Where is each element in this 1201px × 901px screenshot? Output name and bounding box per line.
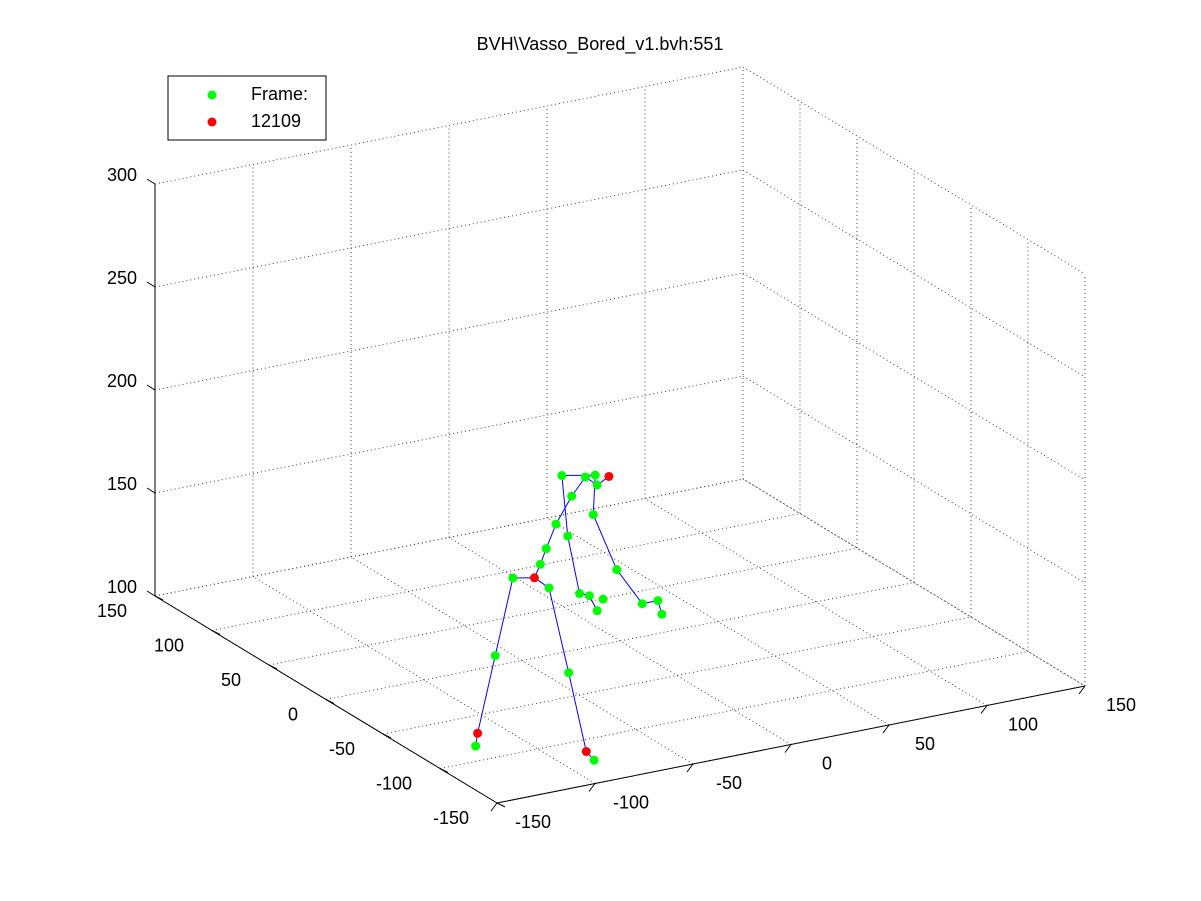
y-tick [382, 733, 392, 739]
chart-title: BVH\Vasso_Bored_v1.bvh:551 [477, 34, 724, 55]
x-tick [784, 744, 792, 753]
joint-marker [508, 573, 518, 583]
joint-marker [581, 747, 591, 757]
y-tick [439, 768, 449, 773]
y-tick-label: -150 [433, 808, 469, 828]
grid-line [439, 651, 1029, 769]
joint-marker [544, 583, 554, 593]
y-tick-label: 150 [97, 601, 127, 621]
x-tick-label: 0 [822, 753, 832, 773]
z-tick-label: 200 [107, 371, 137, 391]
joint-marker [637, 599, 647, 609]
joint-marker [592, 606, 602, 616]
legend-label: 12109 [251, 111, 301, 131]
skeleton-line [475, 577, 595, 761]
z-tick-label: 300 [107, 165, 137, 185]
joint-marker [584, 591, 594, 601]
grid-line [325, 582, 915, 700]
joint-marker [604, 471, 614, 481]
joint-marker [657, 609, 667, 619]
y-tick-label: 100 [154, 635, 184, 655]
x-tick [1078, 685, 1086, 695]
joint-marker [541, 544, 551, 554]
x-tick [882, 724, 890, 734]
skeleton-line [533, 476, 610, 578]
z-tick [146, 178, 156, 185]
joint-marker [473, 728, 483, 738]
joint-marker [588, 510, 598, 520]
y-tick [154, 595, 164, 601]
z-tick-label: 150 [107, 474, 137, 494]
grid-line [154, 375, 744, 494]
legend-label: Frame: [251, 84, 308, 104]
x-tick-label: 100 [1008, 714, 1038, 734]
grid-line [350, 556, 694, 765]
joint-marker [535, 559, 545, 569]
joint-marker [653, 596, 663, 606]
z-tick [146, 487, 156, 494]
z-tick [146, 384, 156, 391]
joint-marker [564, 668, 574, 678]
x-tick [588, 783, 596, 792]
joint-marker [612, 565, 622, 575]
legend: Frame: 12109 [167, 75, 327, 141]
grid-line [252, 576, 596, 784]
y-tick-label: -50 [329, 739, 355, 759]
x-tick-label: -100 [613, 792, 649, 812]
legend-box [167, 75, 327, 141]
legend-marker [207, 117, 217, 127]
y-tick-label: 50 [221, 670, 241, 690]
z-tick-label: 100 [107, 577, 137, 597]
legend-marker [207, 90, 217, 100]
grid-line [382, 616, 972, 735]
x-tick-label: 150 [1106, 695, 1136, 715]
x-tick [490, 802, 498, 812]
grid-line [644, 498, 988, 706]
z-tick-label: 250 [107, 268, 137, 288]
joint-marker [490, 651, 500, 661]
grid-line [742, 272, 1086, 481]
grid-line [154, 272, 744, 391]
joint-marker [598, 594, 608, 604]
y-tick [268, 664, 278, 670]
joint-marker [575, 589, 585, 599]
joint-marker [563, 531, 573, 541]
joint-marker [551, 519, 561, 529]
y-tick-label: 0 [288, 704, 298, 724]
joint-marker [590, 470, 600, 480]
x-tick-label: -50 [716, 773, 742, 793]
z-tick [146, 281, 156, 288]
joint-marker [529, 573, 539, 583]
grid-line [742, 375, 1086, 584]
joint-marker [580, 472, 590, 482]
x-tick-label: 50 [915, 734, 935, 754]
joint-marker [557, 471, 567, 481]
y-tick [211, 630, 221, 635]
grid-line [211, 513, 801, 631]
joint-marker [592, 480, 602, 490]
x-tick-label: -150 [515, 812, 551, 832]
y-tick [496, 802, 506, 808]
joint-marker [471, 741, 481, 751]
grid-line [742, 66, 1086, 275]
z-tick [146, 590, 156, 597]
y-tick [325, 699, 335, 704]
y-tick-label: -100 [376, 773, 412, 793]
grid-line [546, 517, 890, 726]
x-tick [980, 705, 988, 714]
x-tick [686, 763, 694, 773]
joint-marker [567, 491, 577, 501]
joint-marker [589, 755, 599, 765]
